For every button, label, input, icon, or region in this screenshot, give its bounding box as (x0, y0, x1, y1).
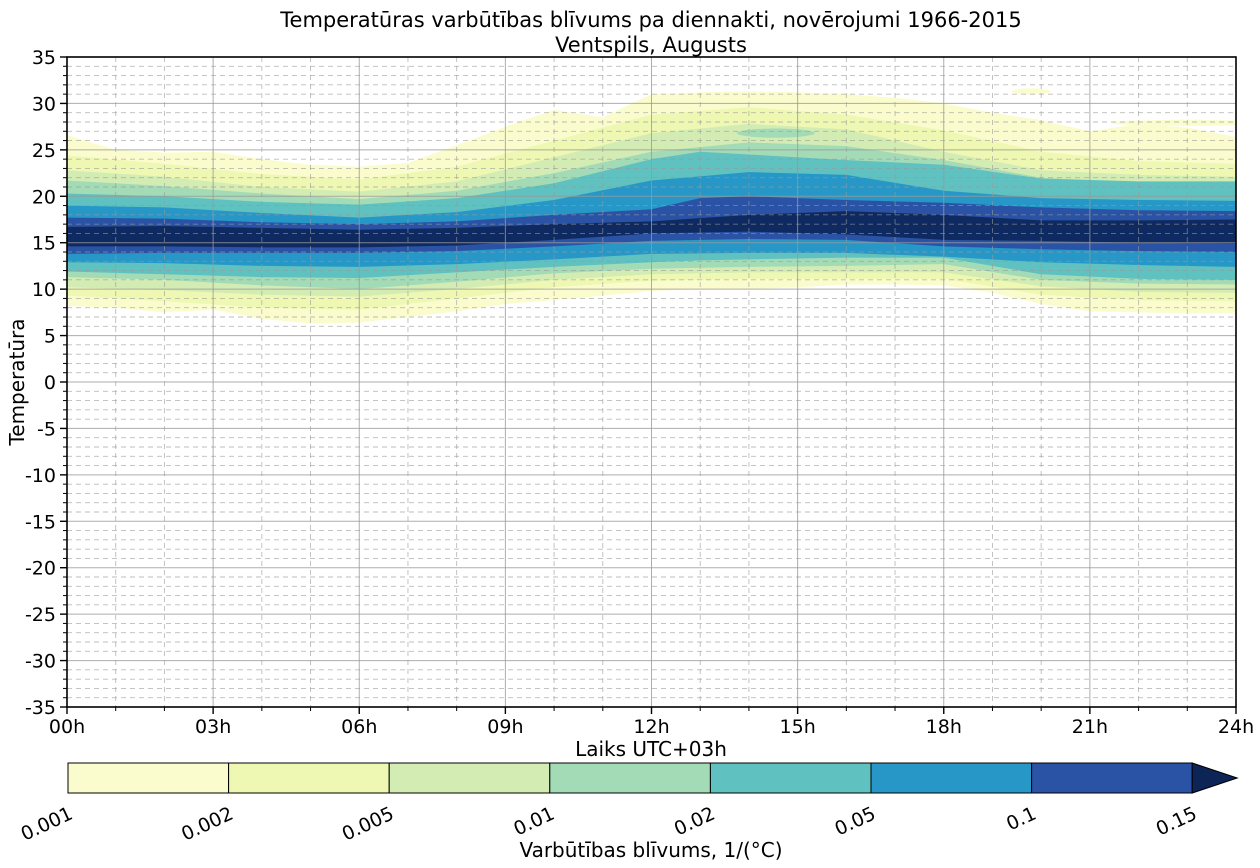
colorbar-tick-label: 0.05 (831, 803, 879, 841)
colorbar: 0.001 0.002 0.005 0.01 0.02 0.05 0.1 0.15 (18, 762, 1239, 846)
x-tick-label: 00h (49, 716, 85, 738)
y-tick-label: 0 (44, 372, 56, 394)
colorbar-tick-label: 0.01 (510, 803, 558, 841)
y-tick-label: -15 (25, 511, 56, 533)
colorbar-segment (1031, 762, 1193, 794)
contour-island-0.001 (1011, 88, 1051, 95)
x-tick-label: 09h (487, 716, 523, 738)
colorbar-tick-label: 0.1 (1003, 803, 1040, 836)
colorbar-segment (549, 762, 711, 794)
x-tick-label: 12h (633, 716, 669, 738)
x-tick-label: 15h (780, 716, 816, 738)
colorbar-segment (709, 762, 872, 794)
y-tick-label: -20 (25, 558, 56, 580)
y-tick-label: -35 (25, 697, 56, 719)
y-tick-label: -30 (25, 651, 56, 673)
y-tick-label: 10 (32, 279, 56, 301)
colorbar-tick-label: 0.005 (339, 803, 398, 846)
x-tick-label: 06h (341, 716, 377, 738)
contour-island-0.001 (1111, 119, 1236, 126)
colorbar-segment (228, 762, 390, 794)
colorbar-segment (388, 762, 551, 794)
x-tick-label: 21h (1072, 716, 1108, 738)
y-axis-label: Temperatūra (5, 318, 29, 446)
y-tick-label: -10 (25, 465, 56, 487)
colorbar-tick-label: 0.02 (671, 803, 719, 841)
y-tick-label: -25 (25, 604, 56, 626)
y-tick-label: 25 (32, 140, 56, 162)
colorbar-arrow (1191, 762, 1239, 794)
y-tick-label: 5 (44, 326, 56, 348)
y-tick-label: 20 (32, 186, 56, 208)
colorbar-tick-label: 0.001 (18, 803, 77, 846)
chart-title: Temperatūras varbūtības blīvums pa dienn… (279, 8, 1021, 32)
colorbar-tick-label: 0.002 (178, 803, 237, 846)
y-tick-label: 35 (32, 47, 56, 69)
colorbar-segment (870, 762, 1033, 794)
x-tick-label: 18h (926, 716, 962, 738)
y-tick-label: 15 (32, 233, 56, 255)
x-tick-label: 03h (195, 716, 231, 738)
colorbar-tick-label: 0.15 (1153, 803, 1201, 841)
x-axis-label: Laiks UTC+03h (575, 737, 727, 761)
y-tick-label: 30 (32, 93, 56, 115)
colorbar-label: Varbūtības blīvums, 1/(°C) (519, 838, 782, 862)
x-tick-label: 24h (1218, 716, 1254, 738)
grid-layer (67, 57, 1236, 707)
contour-island-0.01 (736, 128, 815, 138)
y-tick-label: -5 (37, 418, 56, 440)
chart-subtitle: Ventspils, Augusts (555, 33, 747, 57)
colorbar-segment (67, 762, 230, 794)
